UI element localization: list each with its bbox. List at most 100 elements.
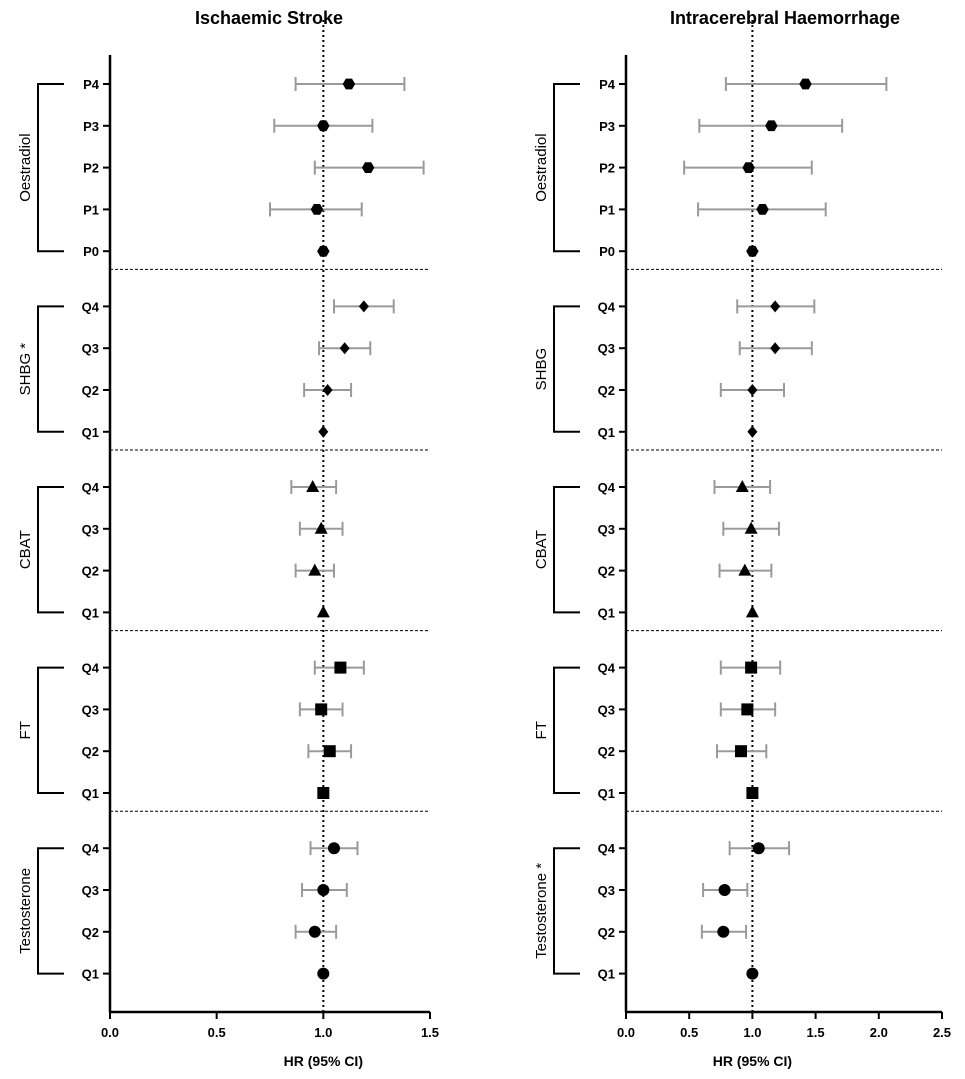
group-label-ft: FT xyxy=(17,721,34,739)
category-label: Q3 xyxy=(82,883,99,898)
x-tick-label: 1.0 xyxy=(314,1025,332,1040)
cbat-marker xyxy=(744,521,758,534)
testosterone-marker xyxy=(746,967,759,980)
shbg-marker xyxy=(747,384,758,396)
group-label-ft: FT xyxy=(533,721,550,739)
testosterone-marker xyxy=(328,842,340,855)
group-bracket xyxy=(553,486,580,614)
testosterone-marker xyxy=(317,884,330,896)
group-label-cbat: CBAT xyxy=(533,530,550,569)
x-tick-label: 0.5 xyxy=(680,1025,698,1040)
cbat-marker xyxy=(314,521,328,534)
group-bracket xyxy=(553,847,580,975)
category-label: Q4 xyxy=(598,661,616,676)
category-label: Q3 xyxy=(82,341,99,356)
x-axis-label: HR (95% CI) xyxy=(284,1053,363,1069)
shbg-marker xyxy=(318,425,329,438)
category-label: Q2 xyxy=(82,925,99,940)
category-label: Q3 xyxy=(598,522,615,537)
cbat-marker xyxy=(306,480,320,492)
category-label: Q1 xyxy=(598,605,615,620)
ft-marker xyxy=(746,787,759,799)
category-label: Q3 xyxy=(598,702,615,717)
oestradiol-marker xyxy=(756,204,769,215)
x-tick-label: 2.0 xyxy=(870,1025,888,1040)
panel-intracerebral-haemorrhage: Intracerebral Haemorrhage 0.0 0.5 1.0 1.5 2.0… xyxy=(533,8,951,1069)
oestradiol-marker xyxy=(361,162,375,173)
category-label: Q1 xyxy=(598,786,615,801)
category-label: Q2 xyxy=(82,564,99,579)
category-label: P2 xyxy=(83,161,99,176)
testosterone-marker xyxy=(717,925,730,938)
oestradiol-marker xyxy=(742,162,755,173)
x-tick-label: 1.0 xyxy=(743,1025,761,1040)
category-label: Q4 xyxy=(598,841,616,856)
category-label: Q2 xyxy=(82,383,99,398)
ft-marker xyxy=(745,661,758,674)
category-label: Q4 xyxy=(82,299,100,314)
category-label: Q2 xyxy=(598,383,615,398)
group-bracket xyxy=(37,847,64,975)
category-label: P3 xyxy=(599,119,615,134)
ft-marker xyxy=(315,703,328,716)
category-label: P1 xyxy=(599,202,615,217)
category-label: Q1 xyxy=(82,425,99,440)
cbat-marker xyxy=(316,605,330,618)
oestradiol-marker xyxy=(310,204,324,215)
group-bracket xyxy=(553,83,580,253)
group-label-shbg: SHBG xyxy=(533,348,550,391)
cbat-marker xyxy=(308,563,322,576)
group-label-oestradiol: Oestradiol xyxy=(533,133,550,201)
category-label: Q4 xyxy=(82,841,100,856)
x-tick-label: 0.0 xyxy=(101,1025,119,1040)
category-label: Q3 xyxy=(82,702,99,717)
category-label: Q1 xyxy=(598,425,615,440)
shbg-marker xyxy=(339,342,350,355)
category-label: Q1 xyxy=(598,967,615,982)
category-label: Q2 xyxy=(598,564,615,579)
group-bracket xyxy=(37,305,64,433)
shbg-marker xyxy=(358,300,369,313)
category-label: P0 xyxy=(83,244,99,259)
category-label: Q3 xyxy=(82,522,99,537)
ft-marker xyxy=(334,661,347,674)
category-label: Q2 xyxy=(598,925,615,940)
category-label: P3 xyxy=(83,119,99,134)
category-label: Q4 xyxy=(598,299,616,314)
oestradiol-marker xyxy=(342,78,356,90)
ft-marker xyxy=(323,745,336,758)
category-label: Q1 xyxy=(82,605,99,620)
shbg-marker xyxy=(770,300,781,313)
group-bracket xyxy=(553,666,580,794)
category-label: P1 xyxy=(83,202,99,217)
category-label: Q1 xyxy=(82,967,99,982)
ft-marker xyxy=(317,787,330,799)
testosterone-marker xyxy=(308,925,321,938)
x-axis-label: HR (95% CI) xyxy=(713,1053,792,1069)
shbg-marker xyxy=(322,384,333,396)
category-label: Q3 xyxy=(598,341,615,356)
group-label-shbg: SHBG * xyxy=(17,343,34,396)
shbg-marker xyxy=(747,425,758,438)
category-label: P4 xyxy=(599,77,616,92)
testosterone-marker xyxy=(752,842,765,855)
x-tick-label: 2.5 xyxy=(933,1025,951,1040)
category-label: P2 xyxy=(599,161,615,176)
panel-ischaemic-stroke: Ischaemic Stroke 0.0 0.5 1.0 1.5 HR (95% CI) P… xyxy=(17,8,439,1069)
group-label-testosterone: Testosterone xyxy=(17,868,34,954)
x-tick-label: 0.5 xyxy=(208,1025,226,1040)
group-bracket xyxy=(37,666,64,794)
category-label: Q2 xyxy=(598,744,615,759)
ft-marker xyxy=(741,703,754,716)
category-label: Q4 xyxy=(598,480,616,495)
x-tick-label: 1.5 xyxy=(807,1025,825,1040)
testosterone-marker xyxy=(317,967,330,980)
group-label-testosterone: Testosterone * xyxy=(533,863,550,959)
category-label: Q1 xyxy=(82,786,99,801)
cbat-marker xyxy=(735,480,749,492)
category-label: P4 xyxy=(83,77,100,92)
x-tick-label: 1.5 xyxy=(421,1025,439,1040)
group-bracket xyxy=(553,305,580,433)
category-label: Q2 xyxy=(82,744,99,759)
